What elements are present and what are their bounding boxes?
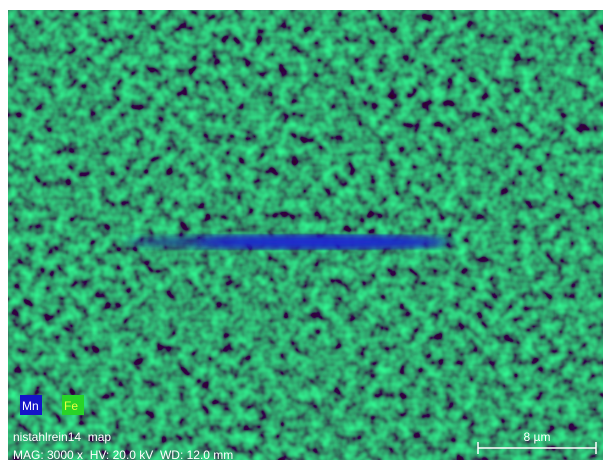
fe-map: [8, 10, 603, 460]
element-map: Mn Fe nistahlrein14 map MAG: 3000 x HV: …: [0, 0, 603, 460]
legend-label: Mn: [22, 399, 39, 413]
map-title: nistahlrein14 map: [13, 430, 111, 444]
scale-bar-label: 8 µm: [524, 430, 551, 444]
legend-label: Fe: [64, 399, 78, 413]
map-parameters: MAG: 3000 x HV: 20.0 kV WD: 12.0 mm: [13, 448, 233, 460]
mn-inclusion: [125, 235, 455, 249]
